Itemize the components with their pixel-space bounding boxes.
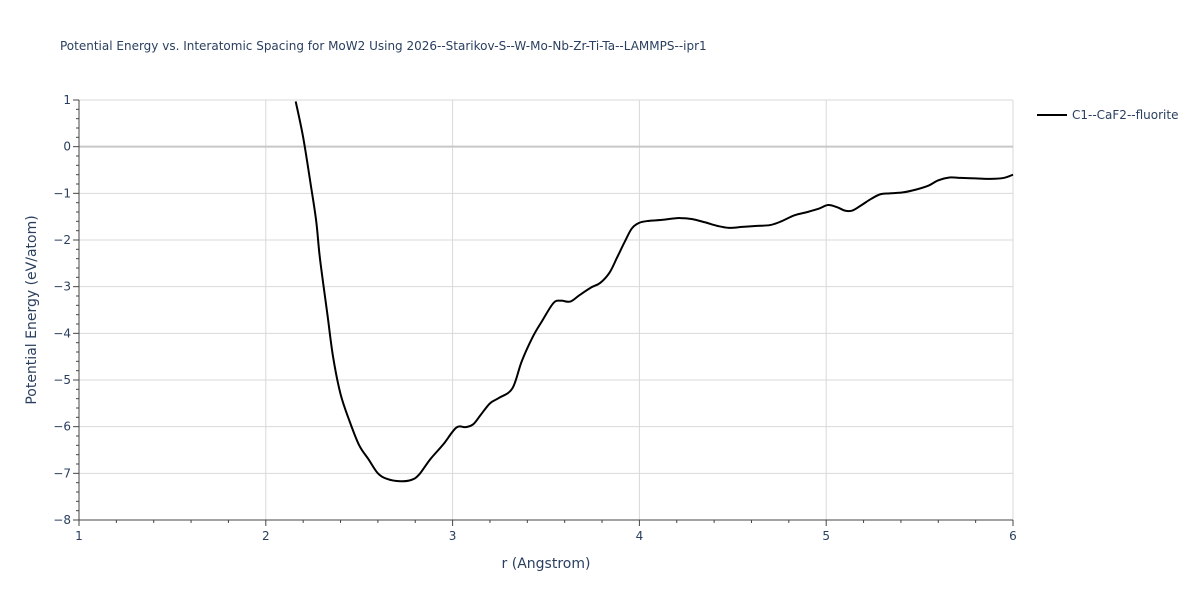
x-gridlines — [265, 100, 1014, 520]
y-tick-label: −2 — [53, 233, 71, 247]
y-axis-title: Potential Energy (eV/atom) — [24, 215, 40, 404]
y-tick-label: −5 — [53, 373, 71, 387]
x-tick-label: 4 — [636, 529, 644, 543]
chart-title: Potential Energy vs. Interatomic Spacing… — [60, 39, 707, 53]
y-tick-label: 0 — [63, 140, 71, 154]
y-tick-label: −8 — [53, 513, 71, 527]
legend-label: C1--CaF2--fluorite — [1072, 108, 1178, 122]
y-tick-label: −7 — [53, 466, 71, 480]
y-tick-label: −1 — [53, 186, 71, 200]
y-axis-ticks: −8 −7 −6 −5 −4 −3 −2 −1 0 1 — [53, 93, 79, 527]
x-tick-label: 1 — [75, 529, 83, 543]
x-tick-label: 6 — [1009, 529, 1017, 543]
legend[interactable]: C1--CaF2--fluorite — [1037, 108, 1178, 122]
series-group — [294, 101, 1014, 483]
x-axis-ticks: 1 2 3 4 5 6 — [75, 520, 1017, 543]
x-tick-label: 5 — [822, 529, 830, 543]
x-tick-label: 2 — [262, 529, 270, 543]
x-axis-title: r (Angstrom) — [502, 556, 591, 572]
x-tick-label: 3 — [449, 529, 457, 543]
y-tick-label: 1 — [63, 93, 71, 107]
y-tick-label: −4 — [53, 326, 71, 340]
y-tick-label: −6 — [53, 420, 71, 434]
y-tick-label: −3 — [53, 280, 71, 294]
y-gridlines — [79, 99, 1013, 474]
series-line-0[interactable] — [294, 101, 1014, 483]
